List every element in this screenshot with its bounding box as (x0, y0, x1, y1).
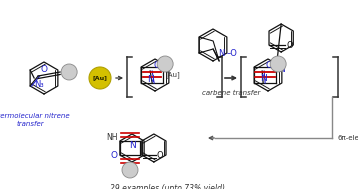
Text: intermolecular nitrene: intermolecular nitrene (0, 113, 69, 119)
Text: N: N (147, 75, 154, 84)
Text: O: O (265, 61, 272, 70)
Text: N₃: N₃ (34, 80, 44, 89)
Text: [Au]: [Au] (93, 75, 107, 81)
Text: O: O (153, 61, 160, 70)
Text: N: N (218, 50, 224, 59)
Text: 6π-electrocyclization: 6π-electrocyclization (337, 135, 358, 141)
Text: –O: –O (226, 50, 237, 59)
Text: transfer: transfer (16, 121, 44, 127)
Text: O: O (157, 151, 163, 160)
Text: [Au]: [Au] (165, 72, 180, 78)
Text: O: O (40, 65, 47, 74)
Text: N: N (129, 141, 135, 150)
Circle shape (61, 64, 77, 80)
Circle shape (270, 56, 286, 72)
Text: O: O (286, 41, 292, 50)
Text: NH: NH (106, 133, 118, 143)
Text: carbene transfer: carbene transfer (202, 90, 260, 96)
Circle shape (157, 56, 173, 72)
Text: O: O (111, 150, 118, 160)
Text: N: N (278, 66, 285, 74)
Circle shape (122, 162, 138, 178)
Circle shape (89, 67, 111, 89)
Text: 29 examples (upto 73% yield): 29 examples (upto 73% yield) (111, 184, 226, 189)
Text: N: N (260, 74, 266, 83)
